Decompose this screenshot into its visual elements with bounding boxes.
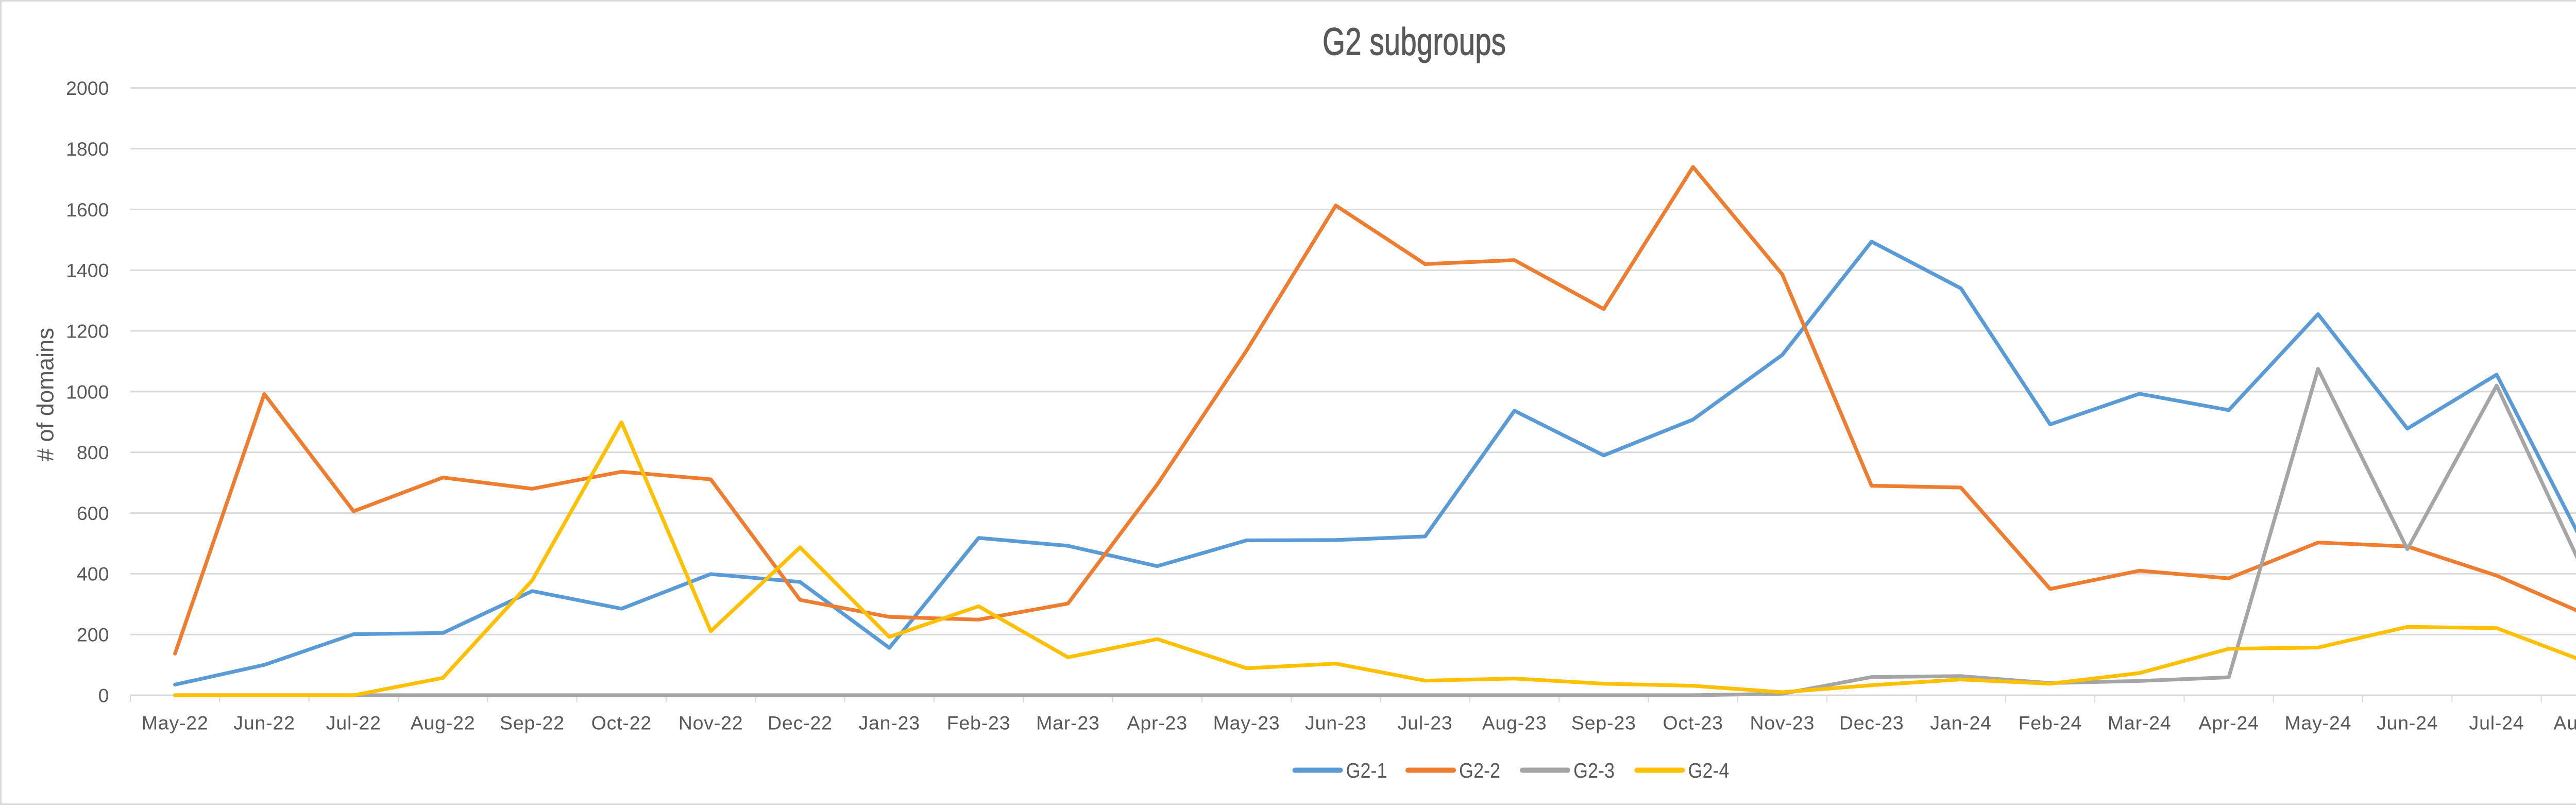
svg-text:May-22: May-22: [142, 712, 209, 734]
svg-text:Sep-23: Sep-23: [1571, 712, 1636, 734]
svg-text:1600: 1600: [66, 199, 109, 221]
svg-text:G2-4: G2-4: [1688, 759, 1730, 782]
svg-text:Jun-22: Jun-22: [233, 712, 295, 734]
svg-text:Apr-24: Apr-24: [2198, 712, 2259, 734]
svg-text:Feb-24: Feb-24: [2019, 712, 2082, 734]
svg-text:Jul-23: Jul-23: [1398, 712, 1453, 734]
svg-text:Mar-24: Mar-24: [2108, 712, 2172, 734]
svg-text:Dec-22: Dec-22: [768, 712, 833, 734]
svg-text:Jan-23: Jan-23: [858, 712, 920, 734]
svg-text:Nov-22: Nov-22: [679, 712, 743, 734]
svg-text:May-24: May-24: [2284, 712, 2351, 734]
svg-text:800: 800: [77, 442, 109, 463]
svg-text:Jul-22: Jul-22: [326, 712, 381, 734]
svg-text:Jun-24: Jun-24: [2377, 712, 2438, 734]
svg-text:Aug-22: Aug-22: [411, 712, 476, 734]
svg-text:Aug-23: Aug-23: [1482, 712, 1547, 734]
svg-text:G2-1: G2-1: [1346, 759, 1387, 782]
svg-text:Sep-22: Sep-22: [500, 712, 565, 734]
svg-text:Oct-22: Oct-22: [591, 712, 652, 734]
svg-text:Jul-24: Jul-24: [2469, 712, 2524, 734]
svg-text:0: 0: [98, 684, 109, 706]
svg-text:2000: 2000: [66, 77, 109, 99]
svg-text:G2 subgroups: G2 subgroups: [1323, 20, 1506, 63]
svg-text:1400: 1400: [66, 260, 109, 281]
svg-text:Dec-23: Dec-23: [1839, 712, 1904, 734]
svg-text:# of domains: # of domains: [32, 328, 59, 461]
svg-text:200: 200: [77, 624, 109, 646]
svg-text:Mar-23: Mar-23: [1036, 712, 1100, 734]
svg-text:Nov-23: Nov-23: [1750, 712, 1815, 734]
svg-text:600: 600: [77, 502, 109, 524]
svg-text:Jan-24: Jan-24: [1930, 712, 1991, 734]
svg-text:G2-3: G2-3: [1573, 759, 1615, 782]
svg-text:Aug-24: Aug-24: [2553, 712, 2576, 734]
svg-text:1000: 1000: [66, 381, 109, 402]
svg-text:400: 400: [77, 563, 109, 585]
svg-text:1200: 1200: [66, 320, 109, 342]
svg-text:Apr-23: Apr-23: [1127, 712, 1188, 734]
svg-text:1800: 1800: [66, 138, 109, 160]
svg-text:Feb-23: Feb-23: [947, 712, 1011, 734]
svg-text:G2-2: G2-2: [1459, 759, 1500, 782]
svg-text:Oct-23: Oct-23: [1663, 712, 1723, 734]
svg-text:May-23: May-23: [1213, 712, 1280, 734]
svg-text:Jun-23: Jun-23: [1305, 712, 1366, 734]
